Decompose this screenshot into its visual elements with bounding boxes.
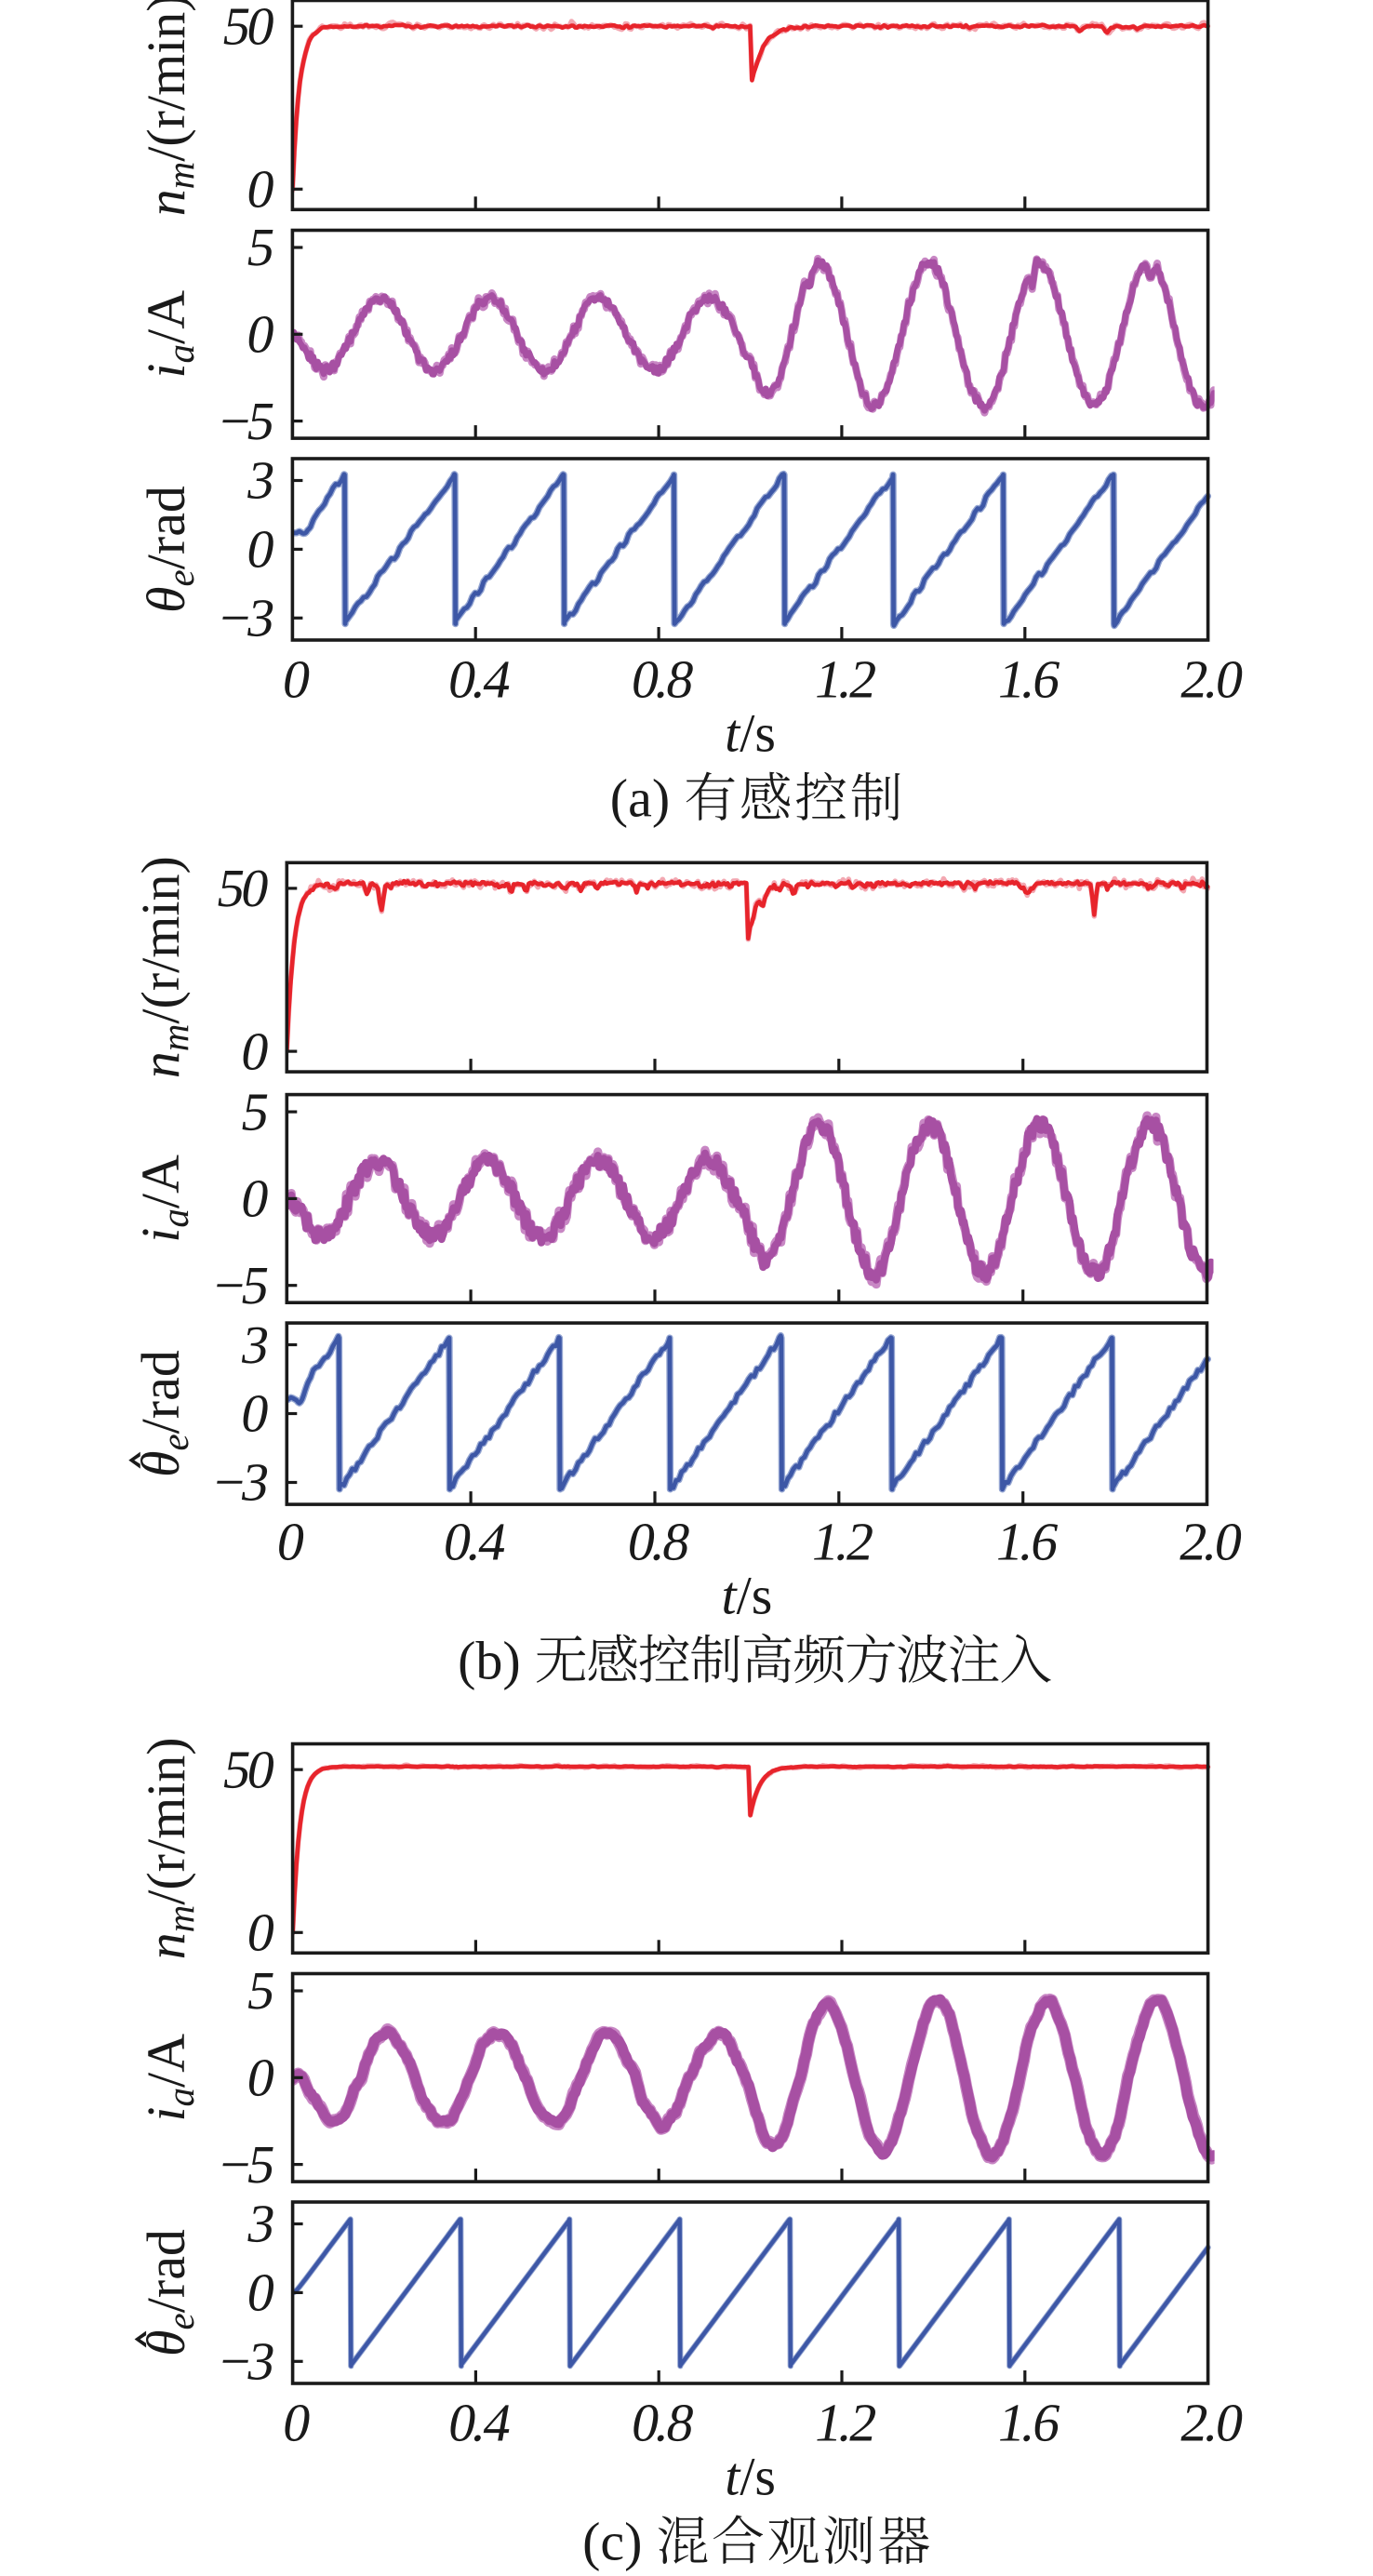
svg-text:t/s: t/s — [725, 2447, 776, 2507]
svg-text:0.4: 0.4 — [439, 1512, 512, 1572]
svg-text:0.8: 0.8 — [627, 649, 698, 710]
svg-text:θe/rad: θe/rad — [130, 1350, 196, 1477]
svg-text:1.2: 1.2 — [810, 2393, 880, 2453]
svg-text:ia/A: ia/A — [136, 2034, 202, 2122]
svg-text:2.0: 2.0 — [1175, 1512, 1246, 1572]
svg-text:ia/A: ia/A — [130, 1155, 196, 1243]
svg-text:(c): (c) — [582, 2512, 642, 2572]
svg-text:−3: −3 — [215, 588, 278, 648]
svg-text:−5: −5 — [215, 2134, 278, 2195]
svg-text:2.0: 2.0 — [1177, 2393, 1247, 2453]
svg-text:θe/rad: θe/rad — [136, 2229, 202, 2356]
svg-text:θe/rad: θe/rad — [136, 486, 202, 613]
svg-text:(a): (a) — [610, 768, 670, 829]
svg-text:0.8: 0.8 — [627, 2393, 698, 2453]
svg-text:50: 50 — [219, 1740, 278, 1800]
svg-text:1.6: 1.6 — [992, 1512, 1063, 1572]
svg-text:2.0: 2.0 — [1177, 649, 1247, 710]
svg-text:−3: −3 — [215, 2331, 278, 2392]
svg-text:nm/(r/min): nm/(r/min) — [136, 0, 202, 216]
svg-text:−5: −5 — [209, 1255, 273, 1315]
svg-text:ia/A: ia/A — [136, 290, 202, 379]
svg-text:nm/(r/min): nm/(r/min) — [136, 1737, 202, 1959]
svg-text:−3: −3 — [209, 1452, 273, 1513]
svg-text:50: 50 — [219, 0, 278, 56]
svg-text:t/s: t/s — [725, 703, 776, 764]
svg-text:nm/(r/min): nm/(r/min) — [130, 856, 196, 1078]
svg-text:1.2: 1.2 — [810, 649, 880, 710]
svg-text:(b): (b) — [458, 1630, 521, 1690]
svg-text:0.8: 0.8 — [623, 1512, 694, 1572]
svg-text:1.2: 1.2 — [807, 1512, 877, 1572]
svg-text:1.6: 1.6 — [993, 649, 1065, 710]
svg-text:0.4: 0.4 — [444, 649, 516, 710]
svg-text:1.6: 1.6 — [993, 2393, 1065, 2453]
svg-text:t/s: t/s — [721, 1565, 772, 1625]
svg-text:−5: −5 — [215, 391, 278, 451]
svg-text:0.4: 0.4 — [444, 2393, 516, 2453]
svg-text:50: 50 — [213, 858, 273, 918]
